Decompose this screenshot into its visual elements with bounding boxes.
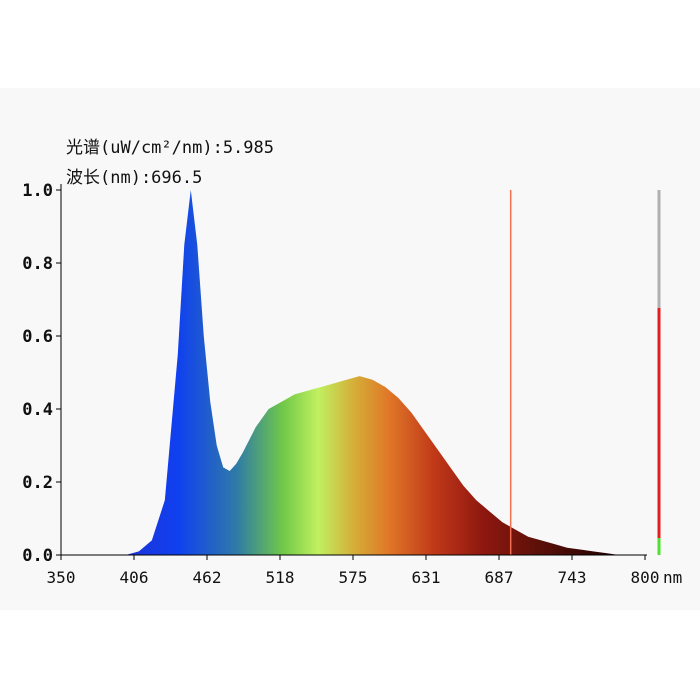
- x-tick-label: 518: [266, 568, 295, 587]
- y-tick-label: 0.8: [22, 254, 53, 274]
- x-tick-label: 631: [412, 568, 441, 587]
- y-tick-label: 0.2: [22, 473, 53, 493]
- x-unit-label: nm: [663, 568, 682, 587]
- y-tick-label: 0.6: [22, 327, 53, 347]
- x-tick-label: 462: [193, 568, 222, 587]
- x-tick-label: 350: [47, 568, 76, 587]
- x-tick-label: 743: [558, 568, 587, 587]
- x-tick-label: 687: [485, 568, 514, 587]
- y-tick-label: 0.4: [22, 400, 53, 420]
- y-tick-label: 0.0: [22, 546, 53, 566]
- y-tick-label: 1.0: [22, 181, 53, 201]
- x-tick-label: 575: [339, 568, 368, 587]
- x-tick-label: 800: [631, 568, 660, 587]
- wavelength-readout: 波长(nm):696.5: [66, 168, 203, 188]
- x-tick-label: 406: [120, 568, 149, 587]
- spectrum-readout: 光谱(uW/cm²/nm):5.985: [66, 138, 274, 158]
- spectrum-area: [125, 190, 620, 555]
